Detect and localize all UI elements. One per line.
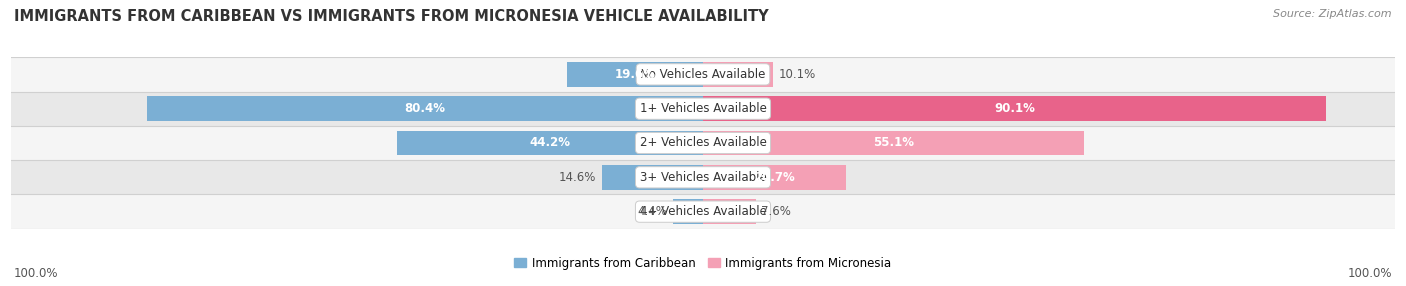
Text: Source: ZipAtlas.com: Source: ZipAtlas.com [1274,9,1392,19]
Bar [568,62,703,87]
Bar [703,96,1326,121]
Text: 4+ Vehicles Available: 4+ Vehicles Available [640,205,766,218]
Text: 100.0%: 100.0% [1347,267,1392,280]
Bar [146,96,703,121]
Bar [11,194,1395,229]
Bar [11,57,1395,92]
Text: 2+ Vehicles Available: 2+ Vehicles Available [640,136,766,150]
Bar [703,165,846,190]
Bar [672,199,703,224]
Bar [703,131,1084,155]
Text: 4.4%: 4.4% [637,205,666,218]
Bar [398,131,703,155]
Text: 7.6%: 7.6% [761,205,792,218]
Text: 3+ Vehicles Available: 3+ Vehicles Available [640,171,766,184]
Text: IMMIGRANTS FROM CARIBBEAN VS IMMIGRANTS FROM MICRONESIA VEHICLE AVAILABILITY: IMMIGRANTS FROM CARIBBEAN VS IMMIGRANTS … [14,9,769,23]
Text: 44.2%: 44.2% [530,136,571,150]
Text: No Vehicles Available: No Vehicles Available [640,68,766,81]
Bar [703,62,773,87]
Text: 80.4%: 80.4% [405,102,446,115]
Bar [703,199,755,224]
Text: 14.6%: 14.6% [560,171,596,184]
Text: 90.1%: 90.1% [994,102,1035,115]
Bar [602,165,703,190]
Text: 55.1%: 55.1% [873,136,914,150]
Text: 1+ Vehicles Available: 1+ Vehicles Available [640,102,766,115]
Bar [11,160,1395,194]
Legend: Immigrants from Caribbean, Immigrants from Micronesia: Immigrants from Caribbean, Immigrants fr… [510,252,896,274]
Text: 19.6%: 19.6% [614,68,655,81]
Text: 10.1%: 10.1% [779,68,815,81]
Text: 100.0%: 100.0% [14,267,59,280]
Bar [11,126,1395,160]
Bar [11,92,1395,126]
Text: 20.7%: 20.7% [754,171,794,184]
